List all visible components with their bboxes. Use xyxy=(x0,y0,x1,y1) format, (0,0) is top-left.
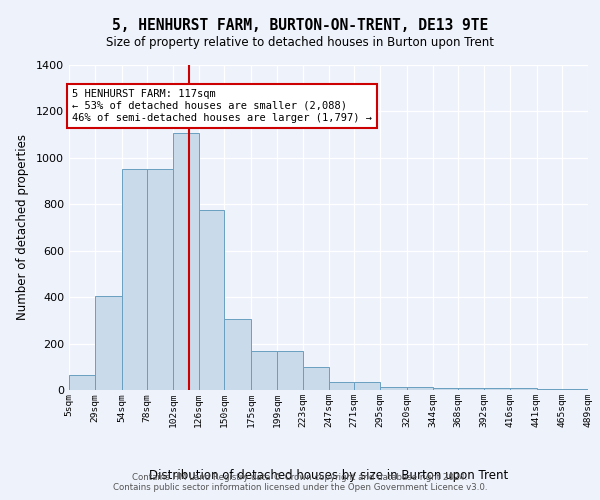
Text: 5, HENHURST FARM, BURTON-ON-TRENT, DE13 9TE: 5, HENHURST FARM, BURTON-ON-TRENT, DE13 … xyxy=(112,18,488,32)
Bar xyxy=(147,170,173,390)
Bar xyxy=(433,388,458,390)
Bar xyxy=(303,367,329,390)
Y-axis label: Number of detached properties: Number of detached properties xyxy=(16,134,29,320)
X-axis label: Distribution of detached houses by size in Burton upon Trent: Distribution of detached houses by size … xyxy=(149,469,508,482)
Bar xyxy=(536,389,562,390)
Bar xyxy=(69,375,95,390)
Bar xyxy=(484,388,510,390)
Bar xyxy=(95,296,122,390)
Bar xyxy=(510,388,536,390)
Bar xyxy=(329,382,354,390)
Text: Size of property relative to detached houses in Burton upon Trent: Size of property relative to detached ho… xyxy=(106,36,494,49)
Bar xyxy=(277,350,303,390)
Bar xyxy=(199,210,224,390)
Bar xyxy=(562,389,588,390)
Bar xyxy=(173,134,199,390)
Bar xyxy=(407,386,433,390)
Bar xyxy=(458,388,484,390)
Bar xyxy=(354,382,380,390)
Text: 5 HENHURST FARM: 117sqm
← 53% of detached houses are smaller (2,088)
46% of semi: 5 HENHURST FARM: 117sqm ← 53% of detache… xyxy=(72,90,372,122)
Text: Contains HM Land Registry data © Crown copyright and database right 2024.
Contai: Contains HM Land Registry data © Crown c… xyxy=(113,473,487,492)
Bar xyxy=(380,386,407,390)
Bar xyxy=(122,170,147,390)
Bar xyxy=(251,350,277,390)
Bar xyxy=(224,319,251,390)
